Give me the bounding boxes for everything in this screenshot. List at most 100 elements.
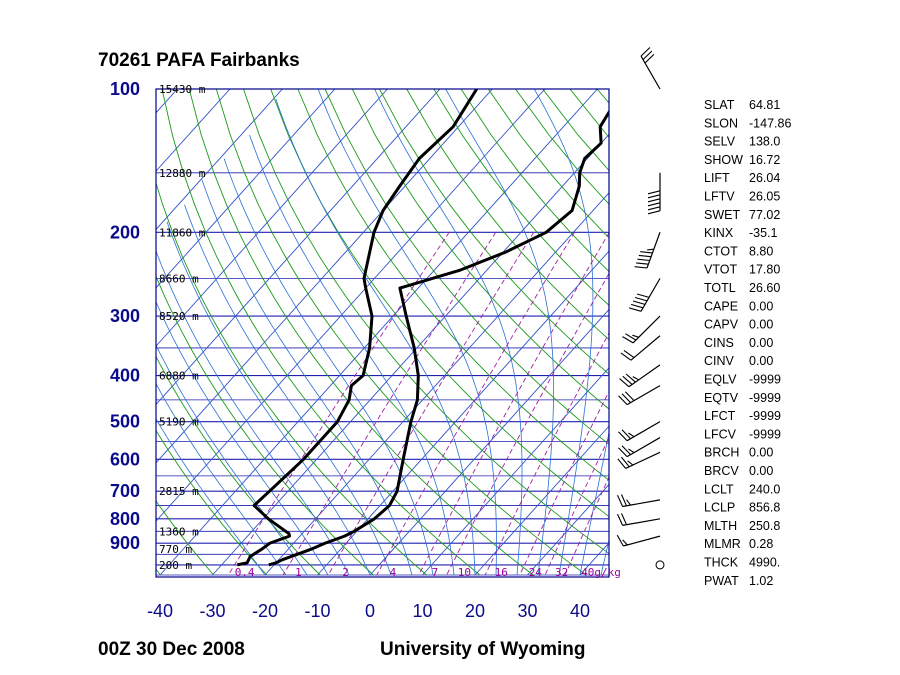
index-value: 0.00 bbox=[749, 446, 773, 460]
pressure-tick-label: 300 bbox=[110, 306, 140, 326]
mixing-ratio-label: 40g/kg bbox=[581, 566, 621, 579]
index-key: CAPV bbox=[704, 318, 739, 332]
dry-adiabat-line bbox=[156, 429, 268, 576]
isotherm-line bbox=[527, 483, 609, 576]
dry-adiabat-line bbox=[297, 89, 609, 481]
dry-adiabat-line bbox=[324, 89, 609, 445]
isotherm-line bbox=[474, 425, 609, 576]
mixing-ratio-line bbox=[418, 232, 609, 576]
mixing-ratio-line bbox=[327, 232, 535, 576]
index-value: -9999 bbox=[749, 373, 781, 387]
temperature-tick-label: -30 bbox=[199, 601, 225, 621]
index-key: LFTV bbox=[704, 190, 735, 204]
moist-adiabat-line bbox=[156, 300, 329, 576]
moist-adiabat-line bbox=[156, 344, 308, 576]
dry-adiabat-line bbox=[270, 89, 609, 518]
dry-adiabat-line bbox=[156, 355, 321, 576]
moist-adiabat-line bbox=[184, 204, 392, 576]
pressure-tick-label: 200 bbox=[110, 222, 140, 242]
temperature-axis: -40 -30 -20 -10 0 10 20 30 40 bbox=[147, 601, 590, 621]
mixing-ratio-line bbox=[376, 232, 575, 576]
index-key: PWAT bbox=[704, 574, 739, 588]
isotherm-line bbox=[422, 367, 609, 576]
dry-adiabat-line bbox=[156, 275, 374, 576]
temperature-tick-label: -20 bbox=[252, 601, 278, 621]
pressure-tick-label: 700 bbox=[110, 481, 140, 501]
footer-source: University of Wyoming bbox=[380, 639, 586, 660]
dry-adiabat-line bbox=[351, 89, 609, 410]
index-key: EQTV bbox=[704, 391, 739, 405]
index-value: 26.04 bbox=[749, 171, 780, 185]
moist-adiabat-line bbox=[600, 538, 609, 576]
index-key: SWET bbox=[704, 208, 740, 222]
index-value: 250.8 bbox=[749, 519, 780, 533]
dewpoint-profile bbox=[236, 89, 478, 567]
moist-adiabat-line bbox=[533, 89, 594, 576]
dry-adiabat-line bbox=[243, 89, 609, 555]
isotherm-line bbox=[317, 250, 609, 576]
temperature-tick-label: -10 bbox=[304, 601, 330, 621]
temperature-tick-label: 30 bbox=[517, 601, 537, 621]
index-value: 0.00 bbox=[749, 318, 773, 332]
height-label: 200 m bbox=[159, 559, 192, 572]
pressure-tick-label: 400 bbox=[110, 366, 140, 386]
index-key: CINV bbox=[704, 354, 735, 368]
mixing-ratio-line bbox=[282, 232, 497, 576]
index-key: CAPE bbox=[704, 299, 738, 313]
index-value: 1.02 bbox=[749, 574, 773, 588]
temperature-profile bbox=[268, 109, 609, 567]
moist-adiabat-line bbox=[275, 98, 476, 575]
dry-adiabat-line bbox=[487, 89, 609, 239]
isotherm-line bbox=[156, 89, 178, 114]
mixing-ratio-line bbox=[446, 272, 609, 576]
mixing-ratio-line bbox=[519, 390, 609, 576]
height-label: 12880 m bbox=[159, 167, 206, 180]
temperature-tick-label: 0 bbox=[365, 601, 375, 621]
index-key: TOTL bbox=[704, 281, 736, 295]
index-key: SLON bbox=[704, 116, 738, 130]
height-label: 6880 m bbox=[159, 370, 199, 383]
temperature-tick-label: 10 bbox=[412, 601, 432, 621]
index-key: BRCV bbox=[704, 464, 739, 478]
mixing-ratio-line bbox=[544, 436, 609, 576]
index-value: 0.00 bbox=[749, 464, 773, 478]
mixing-ratio-label: 0.4 bbox=[235, 566, 255, 579]
index-key: VTOT bbox=[704, 263, 737, 277]
index-key: CINS bbox=[704, 336, 734, 350]
isotherm-line bbox=[369, 308, 609, 576]
index-value: 0.00 bbox=[749, 336, 773, 350]
temperature-tick-label: 40 bbox=[570, 601, 590, 621]
index-value: 8.80 bbox=[749, 244, 773, 258]
index-key: LIFT bbox=[704, 171, 730, 185]
index-value: 64.81 bbox=[749, 98, 780, 112]
index-key: LFCT bbox=[704, 409, 736, 423]
isotherm-line bbox=[156, 89, 441, 406]
moist-adiabat-line bbox=[223, 158, 434, 576]
mixing-ratio-line bbox=[484, 332, 609, 576]
moist-adiabat-line bbox=[374, 89, 523, 576]
pressure-tick-label: 100 bbox=[110, 79, 140, 99]
isotherm-line bbox=[156, 89, 493, 464]
mixing-ratio-label: 16 bbox=[495, 566, 508, 579]
mixing-ratio-label: 10 bbox=[458, 566, 471, 579]
wind-barbs bbox=[616, 47, 665, 570]
dry-adiabat-line bbox=[406, 89, 609, 341]
wind-barb bbox=[616, 513, 661, 526]
isotherm-line bbox=[156, 89, 546, 522]
index-value: 26.05 bbox=[749, 190, 780, 204]
moist-adiabat-line bbox=[249, 134, 455, 576]
wind-barb bbox=[618, 385, 661, 406]
wind-barb bbox=[618, 421, 661, 442]
pressure-tick-label: 800 bbox=[110, 509, 140, 529]
wind-barb bbox=[628, 278, 661, 312]
index-value: 0.00 bbox=[749, 354, 773, 368]
index-value: 0.00 bbox=[749, 299, 773, 313]
station-indices: SLAT 64.81 SLON -147.86 SELV 138.0 SHOW 16.72 LI… bbox=[704, 98, 791, 588]
index-key: SLAT bbox=[704, 98, 735, 112]
footer-date: 00Z 30 Dec 2008 bbox=[98, 639, 245, 660]
wind-barb bbox=[618, 437, 661, 458]
index-value: -9999 bbox=[749, 409, 781, 423]
index-value: 4990. bbox=[749, 556, 780, 570]
moist-adiabat-line bbox=[317, 89, 497, 575]
sounding-profiles bbox=[236, 89, 609, 567]
